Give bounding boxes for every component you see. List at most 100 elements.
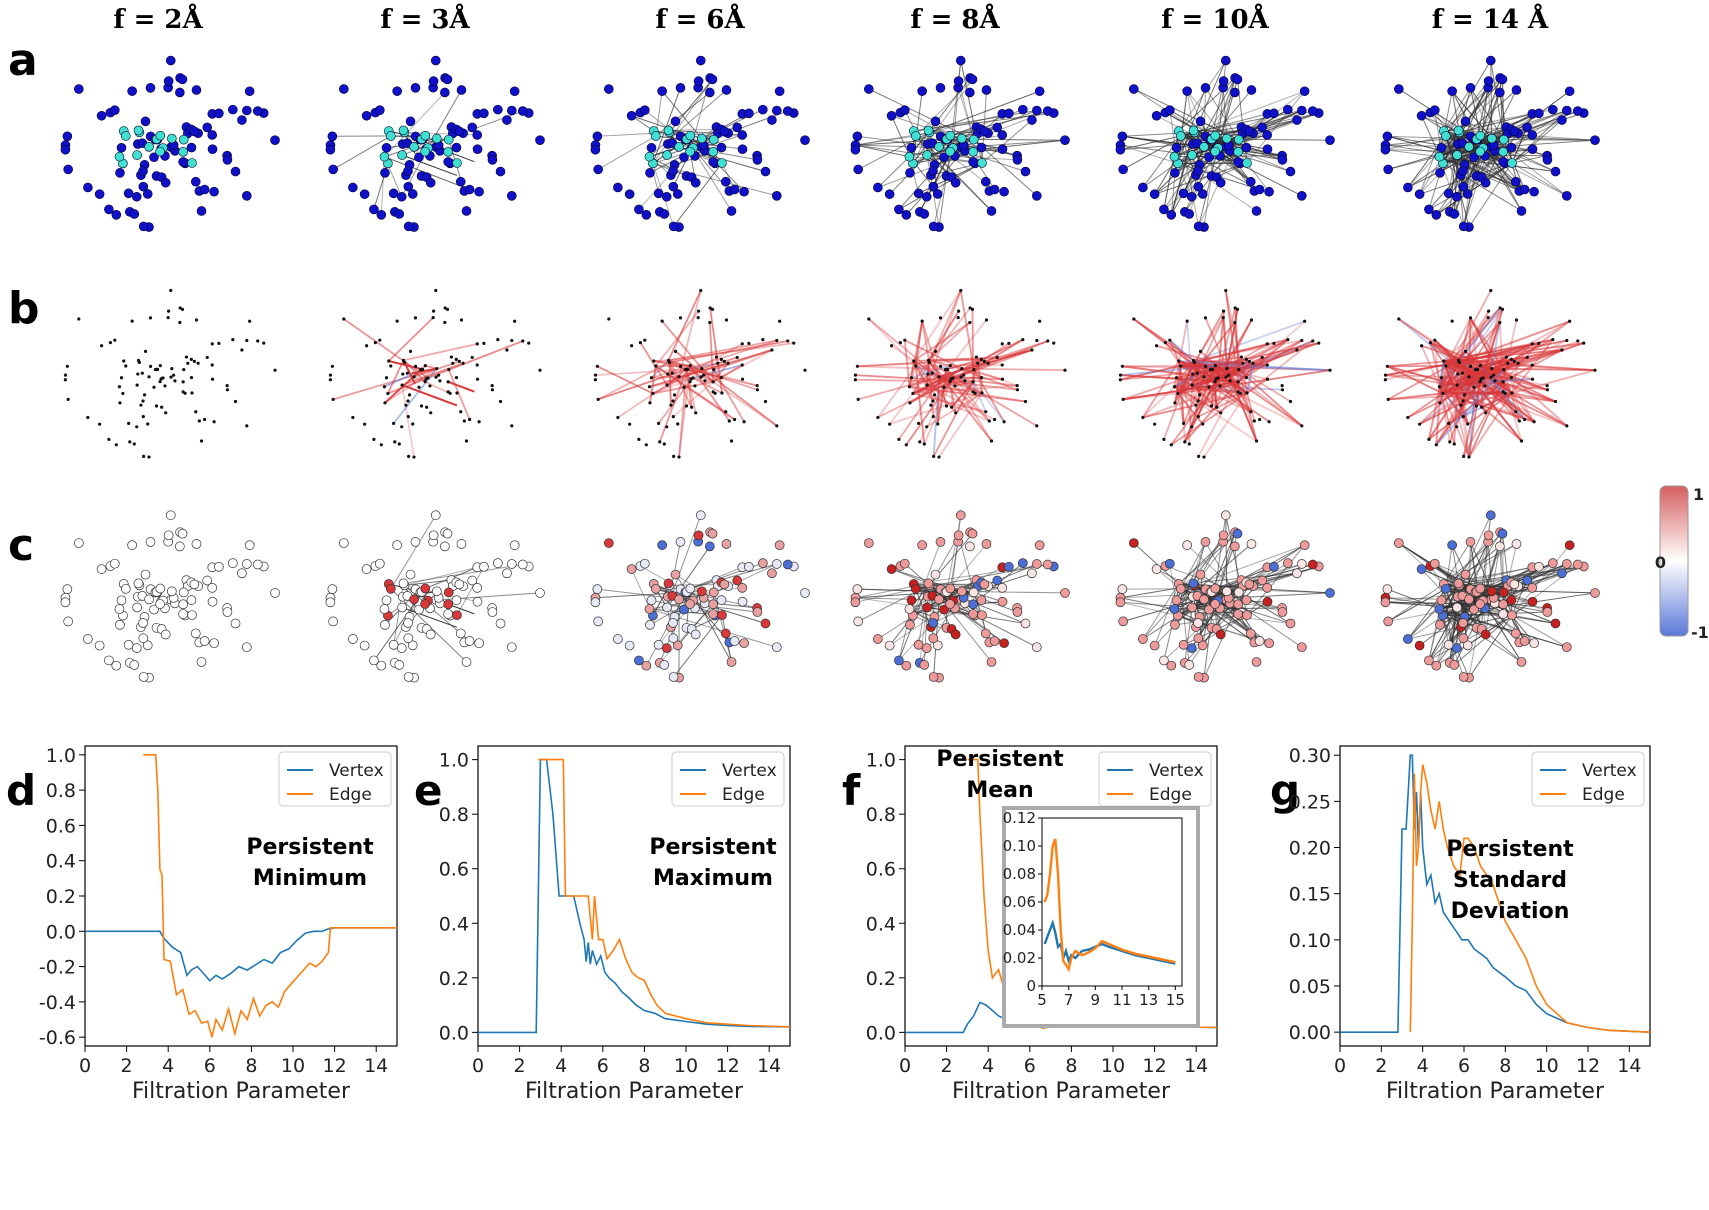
network-node <box>169 375 173 379</box>
network-node <box>147 375 151 379</box>
y-tick-label: 0.8 <box>866 804 896 826</box>
network-node <box>252 106 263 116</box>
network-edge <box>388 317 434 362</box>
network-node <box>1219 411 1223 415</box>
network-node <box>1495 87 1505 98</box>
network-node <box>626 110 637 121</box>
network-node <box>187 610 197 621</box>
network-node <box>987 419 991 423</box>
network-node <box>262 341 266 345</box>
network-a-4 <box>850 55 1070 232</box>
network-edge <box>343 318 429 379</box>
network-node <box>464 184 475 195</box>
network-node <box>535 588 545 598</box>
network-node <box>626 564 637 574</box>
network-node <box>1191 358 1196 363</box>
network-node <box>670 569 681 580</box>
x-tick-label: 10 <box>1535 1055 1559 1077</box>
network-edge <box>1192 359 1222 414</box>
network-node <box>420 367 424 371</box>
network-node <box>1233 157 1243 167</box>
network-edge <box>1458 359 1596 372</box>
network-node <box>138 618 148 628</box>
network-node <box>710 307 715 311</box>
network-node <box>727 419 731 423</box>
network-node <box>775 424 779 428</box>
network-node <box>1265 342 1269 346</box>
network-node <box>974 355 979 359</box>
network-node <box>1463 349 1468 353</box>
core-node <box>708 147 718 157</box>
network-edge <box>1120 597 1175 610</box>
network-edge <box>1234 307 1240 370</box>
network-node <box>1184 660 1195 670</box>
network-node <box>361 564 372 574</box>
network-node <box>454 357 458 361</box>
network-node <box>423 364 427 368</box>
network-node <box>716 142 727 153</box>
network-node <box>661 643 672 653</box>
line-plots: d0 2 4 6 8 10 12 141.00.80.60.40.20.0-0.2-0.4-0… <box>6 745 1651 1104</box>
network-node <box>737 130 748 140</box>
network-node <box>117 385 122 389</box>
core-node <box>663 125 674 136</box>
network-node <box>913 639 924 650</box>
network-node <box>682 385 686 389</box>
network-node <box>455 391 459 395</box>
network-edge <box>1511 392 1526 420</box>
network-node <box>1035 338 1039 343</box>
y-tick-label: 0.00 <box>1289 1022 1331 1044</box>
network-node <box>853 373 858 377</box>
network-node <box>244 86 255 97</box>
network-node <box>507 105 517 116</box>
network-node <box>459 318 464 322</box>
network-node <box>705 87 715 98</box>
core-node <box>385 131 396 141</box>
network-node <box>1382 584 1393 594</box>
network-node <box>428 530 439 541</box>
network-edge <box>1186 91 1194 131</box>
network-edge <box>1215 119 1298 137</box>
network-node <box>616 415 620 420</box>
network-node <box>143 349 148 353</box>
network-node <box>1565 424 1569 428</box>
network-node <box>1193 618 1203 628</box>
network-node <box>241 642 252 653</box>
network-node <box>199 184 210 195</box>
network-node <box>1000 363 1004 367</box>
network-node <box>210 342 214 346</box>
network-edge <box>1385 144 1458 156</box>
network-node <box>929 403 933 407</box>
x-tick-label: 8 <box>1499 1055 1511 1077</box>
network-node <box>1469 152 1479 163</box>
network-node <box>1200 537 1211 547</box>
network-edge <box>1468 600 1484 678</box>
network-node <box>1249 410 1253 414</box>
network-node <box>1244 126 1255 137</box>
network-node <box>1557 115 1567 125</box>
network-node <box>406 399 410 403</box>
network-node <box>1300 338 1304 343</box>
network-node <box>663 578 674 589</box>
network-node <box>1128 538 1139 548</box>
network-node <box>1295 348 1299 352</box>
network-node <box>670 116 681 127</box>
network-node <box>654 364 658 368</box>
core-node <box>120 131 131 141</box>
network-edge <box>980 377 983 394</box>
network-node <box>142 640 153 651</box>
network-node <box>1233 587 1244 598</box>
network-node <box>1182 421 1186 425</box>
network-node <box>1449 209 1460 219</box>
series-line-edge <box>538 758 791 1028</box>
network-node <box>1262 130 1273 140</box>
network-node <box>1483 76 1494 86</box>
network-node <box>1230 87 1240 98</box>
network-node <box>189 579 200 590</box>
network-node <box>1153 422 1157 426</box>
network-node <box>400 383 404 387</box>
network-node <box>1553 399 1558 404</box>
network-edge <box>889 392 983 426</box>
network-node <box>942 385 946 389</box>
x-axis-label: Filtration Parameter <box>525 1079 744 1104</box>
